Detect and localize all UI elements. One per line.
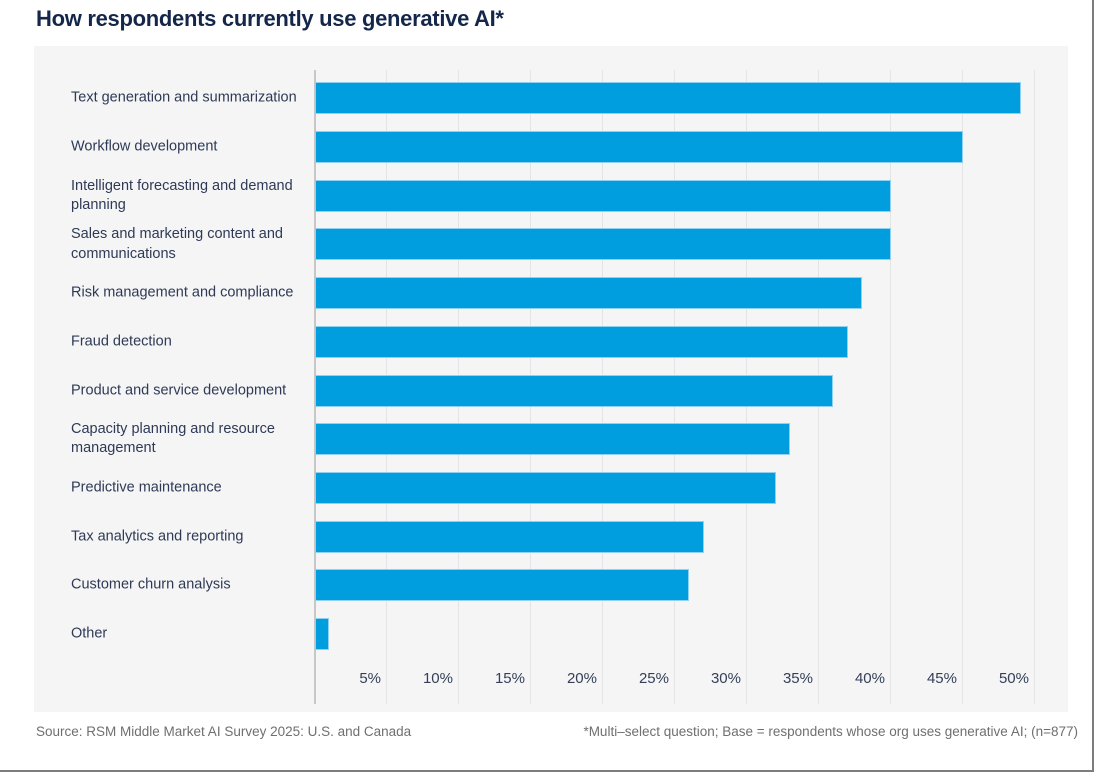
chart-panel: 5% 10% 15% 20% 25% 30% 35% 40% 45% 50% Text genera… (34, 46, 1068, 712)
bar-6 (315, 325, 848, 358)
chart-footer: Source: RSM Middle Market AI Survey 2025… (36, 724, 1078, 739)
page-bottom-border (0, 770, 1094, 772)
category-label: Predictive maintenance (71, 479, 222, 496)
bar-5 (315, 277, 863, 310)
x-axis-tick-label: 50% (998, 670, 1029, 687)
category-label: Capacity planning and resource managemen… (71, 421, 275, 457)
bar-9 (315, 471, 776, 504)
x-gridline (890, 70, 891, 704)
category-label: Intelligent forecasting and demand plann… (71, 177, 293, 213)
bar-10 (315, 520, 704, 553)
category-label: Workflow development (71, 138, 218, 155)
x-axis-tick-label: 20% (566, 670, 597, 687)
x-axis-tick-label: 10% (422, 670, 453, 687)
bar-12 (315, 618, 330, 651)
chart-title: How respondents currently use generative… (36, 6, 504, 31)
x-axis-tick-label: 25% (638, 670, 669, 687)
x-axis-tick-label: 45% (926, 670, 957, 687)
bar-11 (315, 569, 690, 602)
category-label: Sales and marketing content and communic… (71, 226, 283, 262)
bar-2 (315, 131, 963, 164)
category-label: Fraud detection (71, 333, 172, 350)
bar-1 (315, 82, 1021, 115)
x-axis-tick-label: 15% (494, 670, 525, 687)
category-label: Product and service development (71, 381, 287, 398)
x-axis-tick-label: 5% (359, 670, 381, 687)
bar-7 (315, 374, 834, 407)
source-note: Source: RSM Middle Market AI Survey 2025… (36, 724, 412, 739)
page-right-border (1092, 0, 1094, 772)
category-label: Tax analytics and reporting (71, 528, 244, 545)
x-axis-tick-label: 30% (710, 670, 741, 687)
x-gridline (1034, 70, 1035, 704)
footnote: *Multi–select question; Base = responden… (583, 724, 1078, 739)
x-axis-tick-label: 35% (782, 670, 813, 687)
x-gridline (962, 70, 963, 704)
bar-4 (315, 228, 891, 261)
category-label: Customer churn analysis (71, 576, 231, 593)
bar-3 (315, 179, 891, 212)
x-axis-tick-label: 40% (854, 670, 885, 687)
bar-8 (315, 423, 791, 456)
category-label: Text generation and summarization (71, 89, 297, 106)
category-label: Other (71, 625, 108, 642)
category-label: Risk management and compliance (71, 284, 294, 301)
